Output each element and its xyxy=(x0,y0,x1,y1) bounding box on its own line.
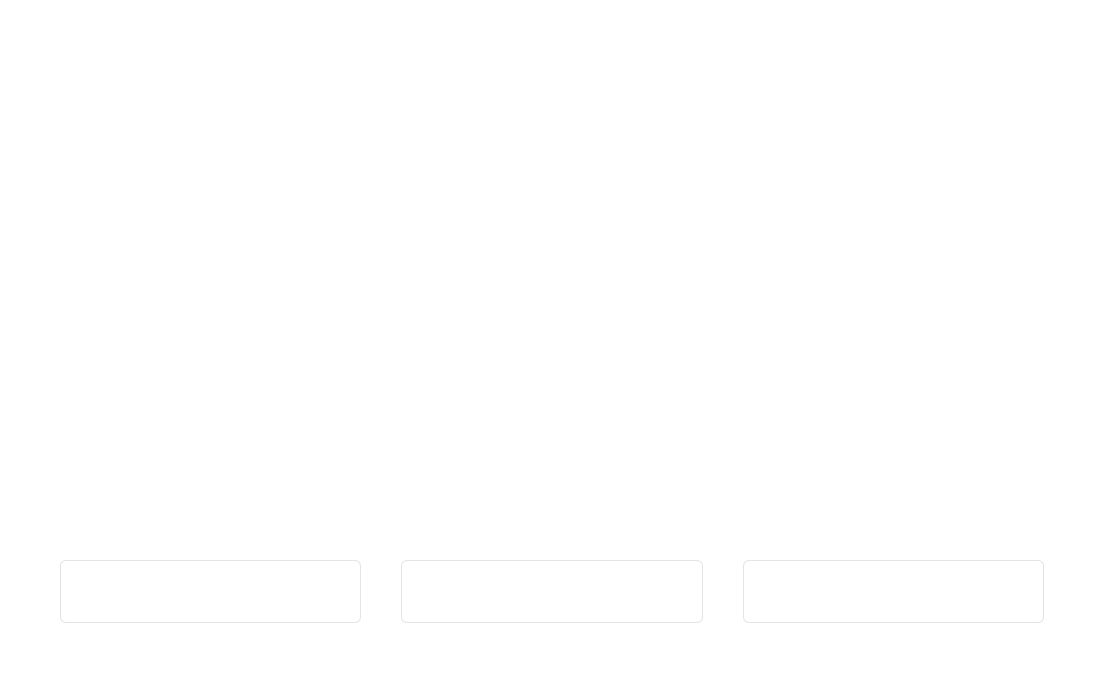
legend-card-avg xyxy=(401,560,702,623)
gauge-area xyxy=(0,0,1104,560)
legend-title-avg xyxy=(543,585,560,594)
dot-icon xyxy=(202,585,211,594)
dot-icon xyxy=(543,585,552,594)
dot-icon xyxy=(885,585,894,594)
legend-card-min xyxy=(60,560,361,623)
legend-title-max xyxy=(885,585,902,594)
legend-title-min xyxy=(202,585,219,594)
gauge-svg xyxy=(0,0,1104,560)
legend-row xyxy=(0,560,1104,623)
cost-gauge-chart xyxy=(0,0,1104,690)
legend-card-max xyxy=(743,560,1044,623)
